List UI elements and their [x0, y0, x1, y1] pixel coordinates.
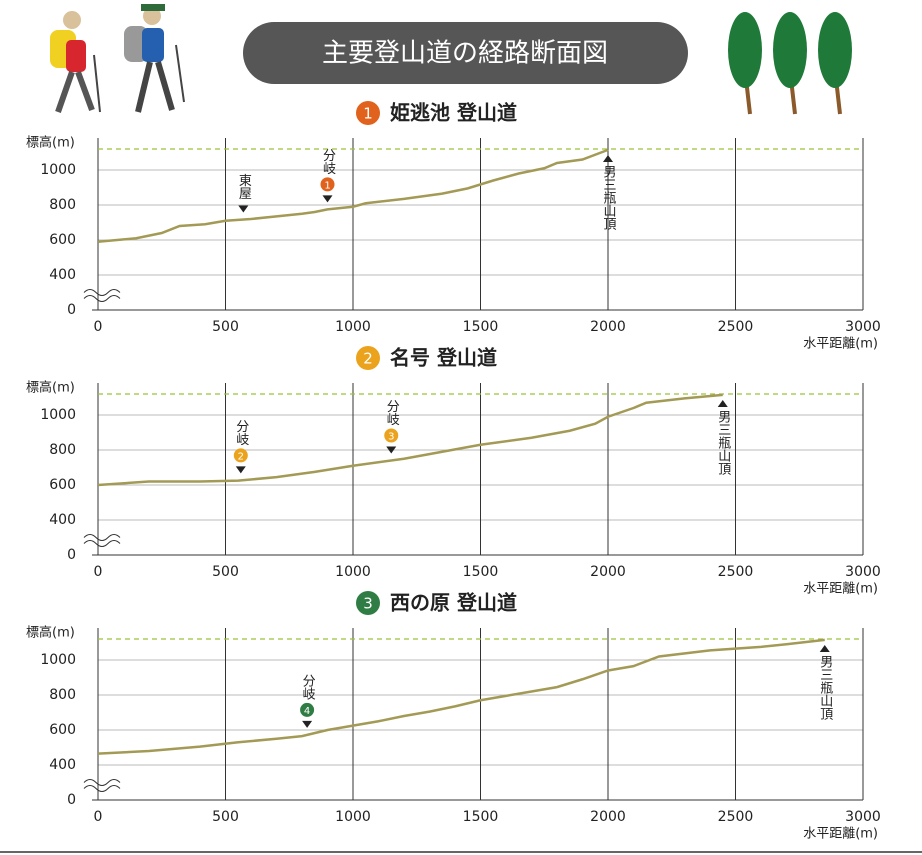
x-tick-label: 3000 [845, 564, 881, 580]
x-tick-label: 0 [94, 319, 103, 335]
elevation-line [97, 393, 723, 487]
x-tick-label: 1500 [463, 564, 499, 580]
marker-badge-number: 4 [304, 706, 310, 717]
marker-triangle [238, 205, 249, 213]
section-title: 西の原 登山道 [390, 591, 517, 615]
y-tick-label: 400 [49, 757, 76, 773]
section-title: 姫逃池 登山道 [390, 101, 517, 125]
y-tick-label: 0 [67, 302, 76, 318]
section-badge [356, 101, 380, 125]
marker-badge [384, 428, 399, 443]
summit-label: 男三瓶山頂 [715, 410, 731, 475]
section-title: 名号 登山道 [390, 346, 497, 370]
summit-label: 男三瓶山頂 [817, 655, 833, 720]
marker-badge [320, 177, 335, 192]
section-badge [356, 346, 380, 370]
marker-badge [233, 448, 248, 463]
summit-triangle [717, 400, 728, 407]
y-axis-label: 標高(m) [26, 380, 75, 396]
y-tick-label: 600 [49, 232, 76, 248]
marker-label: 分岐 [384, 400, 400, 426]
x-tick-label: 2500 [718, 809, 754, 825]
y-tick-label: 800 [49, 442, 76, 458]
section-number: 3 [363, 595, 373, 613]
x-tick-label: 500 [212, 319, 239, 335]
marker-label: 分岐 [300, 674, 316, 700]
y-tick-label: 400 [49, 267, 76, 283]
marker-triangle [322, 195, 333, 203]
x-tick-label: 2000 [590, 564, 626, 580]
y-tick-label: 800 [49, 197, 76, 213]
y-tick-label: 1000 [40, 162, 76, 178]
marker-triangle [235, 466, 246, 474]
hikers-illustration [50, 4, 185, 113]
x-tick-label: 1000 [335, 319, 371, 335]
marker-label: 東屋 [236, 173, 252, 201]
summit-label: 男三瓶山頂 [601, 165, 617, 230]
axis-break [83, 534, 121, 547]
x-tick-label: 0 [94, 564, 103, 580]
axis-break [83, 779, 121, 792]
y-tick-label: 600 [49, 477, 76, 493]
marker-triangle [386, 446, 397, 454]
x-tick-label: 3000 [845, 809, 881, 825]
y-axis-label: 標高(m) [26, 625, 75, 641]
y-axis-label: 標高(m) [26, 135, 75, 151]
page-title: 主要登山道の経路断面図 [322, 39, 608, 69]
section-number: 2 [363, 350, 373, 368]
y-tick-label: 0 [67, 547, 76, 563]
x-tick-label: 3000 [845, 319, 881, 335]
y-tick-label: 800 [49, 687, 76, 703]
marker-badge [300, 702, 315, 717]
x-tick-label: 500 [212, 809, 239, 825]
y-tick-label: 1000 [40, 407, 76, 423]
x-axis-label: 水平距離(m) [803, 337, 878, 352]
section-number: 1 [363, 105, 373, 123]
axis-break [83, 289, 121, 302]
x-tick-label: 2000 [590, 809, 626, 825]
summit-triangle [819, 645, 830, 652]
marker-badge-number: 3 [388, 432, 394, 443]
y-tick-label: 1000 [40, 652, 76, 668]
x-tick-label: 0 [94, 809, 103, 825]
x-axis-label: 水平距離(m) [803, 582, 878, 597]
summit-triangle [603, 155, 613, 162]
marker-triangle [302, 720, 313, 728]
y-tick-label: 600 [49, 722, 76, 738]
x-tick-label: 2500 [718, 319, 754, 335]
title-pill [243, 22, 688, 84]
x-tick-label: 500 [212, 564, 239, 580]
x-tick-label: 2500 [718, 564, 754, 580]
y-tick-label: 0 [67, 792, 76, 808]
y-tick-label: 400 [49, 512, 76, 528]
x-tick-label: 1500 [463, 319, 499, 335]
section-badge [356, 591, 380, 615]
marker-badge-number: 2 [238, 451, 244, 462]
x-tick-label: 2000 [590, 319, 626, 335]
elevation-line [97, 148, 609, 243]
elevation-line [97, 638, 825, 755]
x-tick-label: 1000 [335, 809, 371, 825]
marker-label: 分岐 [320, 148, 336, 174]
x-axis-label: 水平距離(m) [803, 827, 878, 842]
marker-badge-number: 1 [324, 180, 330, 191]
marker-label: 分岐 [233, 419, 249, 445]
trees-illustration [728, 12, 852, 115]
x-tick-label: 1500 [463, 809, 499, 825]
x-tick-label: 1000 [335, 564, 371, 580]
